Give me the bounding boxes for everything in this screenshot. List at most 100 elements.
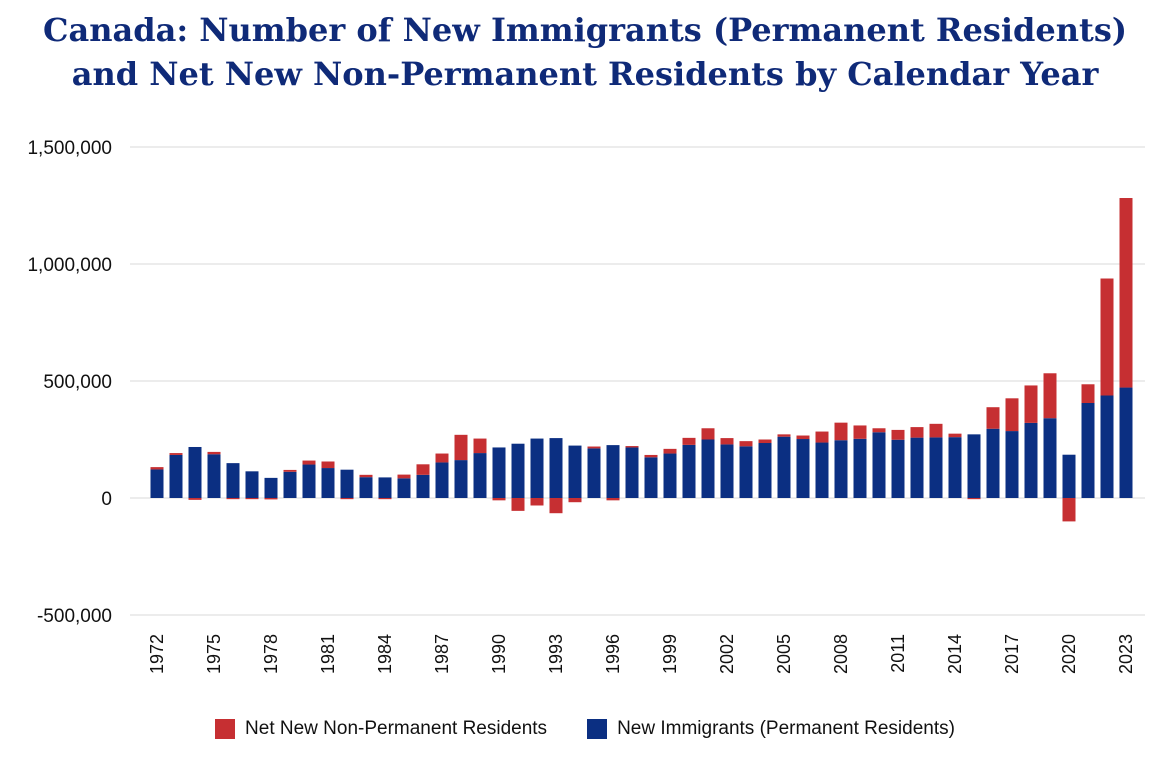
- x-tick-label: 1972: [147, 634, 167, 674]
- bar-pr: [644, 457, 658, 498]
- x-tick-label: 1981: [318, 634, 338, 674]
- bar-pr: [188, 446, 202, 498]
- bar-npr: [891, 429, 905, 440]
- bar-npr: [226, 498, 240, 500]
- bar-pr: [1062, 454, 1076, 498]
- x-tick-label: 1975: [204, 634, 224, 674]
- bar-npr: [929, 423, 943, 438]
- bar-npr: [682, 437, 696, 445]
- y-tick-label: 1,500,000: [27, 138, 112, 159]
- bar-pr: [910, 437, 924, 498]
- bar-pr: [777, 436, 791, 498]
- bar-pr: [568, 445, 582, 498]
- bar-pr: [1043, 418, 1057, 498]
- bar-npr: [492, 498, 506, 501]
- bar-npr: [625, 446, 639, 448]
- bar-pr: [948, 437, 962, 498]
- bar-npr: [340, 498, 354, 500]
- bar-npr: [1100, 278, 1114, 396]
- x-tick-label: 2008: [831, 634, 851, 674]
- bar-npr: [701, 428, 715, 440]
- x-tick-label: 1996: [603, 634, 623, 674]
- bar-pr: [340, 469, 354, 498]
- bar-pr: [720, 444, 734, 498]
- x-tick-label: 1984: [375, 634, 395, 674]
- bar-pr: [1119, 387, 1133, 498]
- bar-pr: [435, 462, 449, 498]
- bar-npr: [283, 469, 297, 472]
- bar-pr: [169, 454, 183, 498]
- bar-npr: [644, 454, 658, 458]
- x-tick-label: 2011: [888, 634, 908, 673]
- bar-pr: [625, 447, 639, 498]
- bar-pr: [549, 438, 563, 498]
- bar-pr: [1024, 422, 1038, 498]
- bar-npr: [359, 474, 373, 478]
- bar-pr: [891, 439, 905, 498]
- bar-pr: [663, 453, 677, 498]
- legend-item-pr: New Immigrants (Permanent Residents): [587, 718, 955, 740]
- bar-pr: [207, 454, 221, 498]
- chart-title-line2: and Net New Non-Permanent Residents by C…: [71, 55, 1099, 93]
- bar-pr: [245, 471, 259, 498]
- bar-pr: [967, 434, 981, 498]
- bar-pr: [511, 443, 525, 498]
- bar-pr: [473, 453, 487, 498]
- bar-npr: [1043, 373, 1057, 419]
- bar-npr: [302, 460, 316, 465]
- bar-npr: [663, 448, 677, 454]
- y-tick-label: 1,000,000: [27, 255, 112, 276]
- bar-npr: [264, 498, 278, 500]
- bar-pr: [872, 432, 886, 498]
- bar-npr: [910, 427, 924, 438]
- x-tick-label: 1990: [489, 634, 509, 674]
- bar-npr: [1062, 498, 1076, 522]
- bar-npr: [397, 474, 411, 479]
- bar-pr: [834, 440, 848, 498]
- x-tick-label: 2023: [1116, 634, 1136, 674]
- bar-npr: [207, 451, 221, 455]
- bar-pr: [416, 474, 430, 498]
- bar-npr: [435, 453, 449, 463]
- y-tick-label: 0: [101, 489, 112, 510]
- bar-npr: [473, 438, 487, 454]
- y-tick-label: 500,000: [43, 372, 112, 393]
- bar-pr: [397, 478, 411, 498]
- legend-swatch-npr: [215, 719, 236, 739]
- bar-npr: [150, 467, 164, 470]
- x-tick-label: 1993: [546, 634, 566, 674]
- y-tick-label: -500,000: [37, 606, 112, 627]
- bar-npr: [796, 435, 810, 440]
- bar-pr: [701, 439, 715, 498]
- bar-npr: [1005, 398, 1019, 432]
- bar-pr: [492, 447, 506, 498]
- bar-pr: [302, 464, 316, 498]
- bar-npr: [549, 498, 563, 514]
- bar-pr: [682, 444, 696, 498]
- bar-pr: [986, 428, 1000, 498]
- bar-npr: [378, 498, 392, 500]
- bar-npr: [967, 498, 981, 500]
- bar-npr: [321, 461, 335, 469]
- bar-npr: [416, 464, 430, 475]
- bar-pr: [321, 468, 335, 498]
- bar-pr: [378, 477, 392, 498]
- bar-pr: [758, 443, 772, 498]
- bar-pr: [929, 437, 943, 498]
- bar-npr: [720, 438, 734, 445]
- legend-label-npr: Net New Non-Permanent Residents: [245, 718, 548, 739]
- bar-npr: [188, 498, 202, 500]
- bar-pr: [853, 438, 867, 498]
- bar-npr: [739, 441, 753, 447]
- bar-npr: [815, 431, 829, 443]
- bar-pr: [264, 477, 278, 498]
- chart-title-line1: Canada: Number of New Immigrants (Perman…: [43, 11, 1127, 49]
- bar-pr: [1005, 431, 1019, 498]
- bar-npr: [1119, 198, 1133, 388]
- bar-pr: [283, 471, 297, 498]
- bar-pr: [530, 438, 544, 498]
- bar-npr: [245, 498, 259, 500]
- bar-npr: [530, 498, 544, 506]
- bar-npr: [777, 434, 791, 437]
- bar-pr: [606, 445, 620, 498]
